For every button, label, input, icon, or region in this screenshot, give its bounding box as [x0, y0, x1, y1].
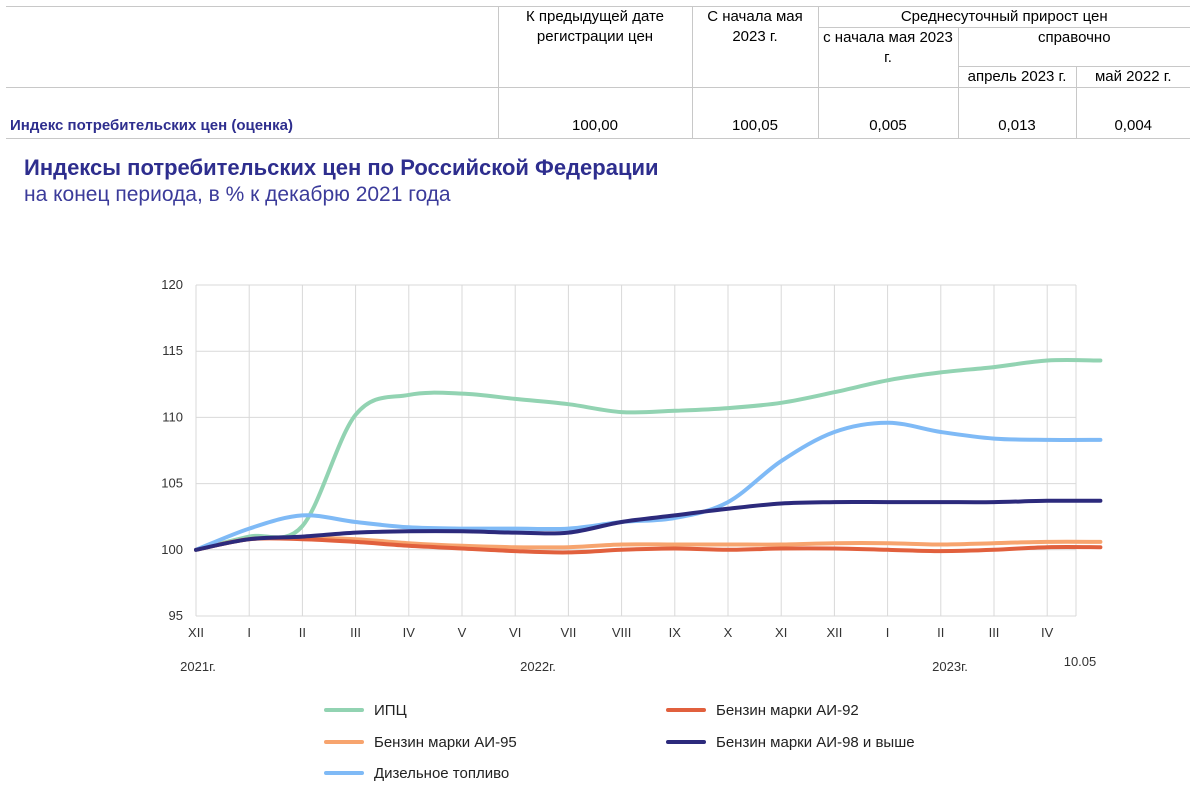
legend-item-diesel: Дизельное топливо — [324, 762, 509, 784]
x-tick-label-1: I — [247, 625, 251, 640]
header-avg-daily: Среднесуточный прирост цен — [817, 6, 1190, 28]
chart-title: Индексы потребительских цен по Российско… — [24, 155, 659, 180]
y-tick-label-115: 115 — [162, 343, 183, 358]
legend-label-ai98: Бензин марки АИ-98 и выше — [716, 733, 915, 751]
x-tick-label-3: III — [350, 625, 361, 640]
cell-since-may: 100,05 — [691, 87, 819, 139]
legend-item-cpi: ИПЦ — [324, 699, 407, 721]
legend-swatch-ai98 — [666, 740, 706, 744]
header-prev-date: К предыдущей дате регистрации цен — [497, 6, 693, 88]
header-since-may: С начала мая 2023 г. — [691, 6, 819, 88]
y-tick-label-100: 100 — [161, 542, 183, 557]
chart-subtitle: на конец периода, в % к декабрю 2021 год… — [24, 183, 451, 206]
y-tick-label-105: 105 — [161, 476, 183, 491]
y-tick-label-110: 110 — [162, 409, 183, 424]
series-ai95-line — [194, 535, 1103, 552]
x-tick-label-13: I — [886, 625, 890, 640]
x-tick-label-5: V — [458, 625, 467, 640]
cell-may-2022: 0,004 — [1075, 87, 1190, 139]
legend-swatch-ai92 — [666, 708, 706, 712]
x-tick-label-6: VI — [509, 625, 521, 640]
series-ai92-line — [194, 536, 1103, 555]
x-tick-label-11: XI — [775, 625, 787, 640]
legend-label-diesel: Дизельное топливо — [374, 764, 510, 782]
row-name: Индекс потребительских цен (оценка) — [6, 87, 499, 139]
year-label-0: 2021г. — [180, 659, 216, 674]
x-tick-label-2: II — [299, 625, 306, 640]
summary-table: К предыдущей дате регистрации цен С нача… — [6, 6, 1190, 139]
chart-heading: Индексы потребительских цен по Российско… — [24, 154, 659, 208]
header-may-2022: май 2022 г. — [1075, 66, 1190, 88]
legend-swatch-ai95 — [324, 740, 364, 744]
x-tick-label-16: IV — [1041, 625, 1054, 640]
y-tick-label-120: 120 — [161, 277, 183, 292]
x-tick-label-8: VIII — [612, 625, 632, 640]
x-tick-label-7: VII — [560, 625, 576, 640]
legend-label-cpi: ИПЦ — [374, 701, 407, 719]
end-date-label: 10.05 — [1064, 654, 1097, 669]
header-apr-2023: апрель 2023 г. — [957, 66, 1077, 88]
legend-label-ai92: Бензин марки АИ-92 — [716, 701, 859, 719]
x-tick-label-9: IX — [669, 625, 682, 640]
series-ai98-line — [194, 498, 1103, 552]
legend-item-ai98: Бензин марки АИ-98 и выше — [666, 731, 915, 753]
y-tick-label-95: 95 — [169, 608, 183, 623]
series-diesel-line — [194, 420, 1103, 552]
legend-swatch-cpi — [324, 708, 364, 712]
year-label-2: 2023г. — [932, 659, 968, 674]
cell-apr-2023: 0,013 — [957, 87, 1077, 139]
legend-item-ai92: Бензин марки АИ-92 — [666, 699, 859, 721]
legend-item-ai95: Бензин марки АИ-95 — [324, 731, 517, 753]
header-reference: справочно — [957, 27, 1190, 67]
legend-swatch-diesel — [324, 771, 364, 775]
x-tick-label-12: XII — [826, 625, 842, 640]
x-tick-label-14: II — [937, 625, 944, 640]
table-corner — [6, 6, 499, 88]
x-tick-label-0: XII — [188, 625, 204, 640]
x-tick-label-10: X — [724, 625, 733, 640]
x-tick-label-4: IV — [403, 625, 416, 640]
year-label-1: 2022г. — [520, 659, 556, 674]
header-avg-since-may: с начала мая 2023 г. — [817, 27, 959, 88]
cell-prev-date: 100,00 — [497, 87, 693, 139]
legend-label-ai95: Бензин марки АИ-95 — [374, 733, 517, 751]
series-cpi-line — [194, 358, 1103, 552]
x-tick-label-15: III — [989, 625, 1000, 640]
